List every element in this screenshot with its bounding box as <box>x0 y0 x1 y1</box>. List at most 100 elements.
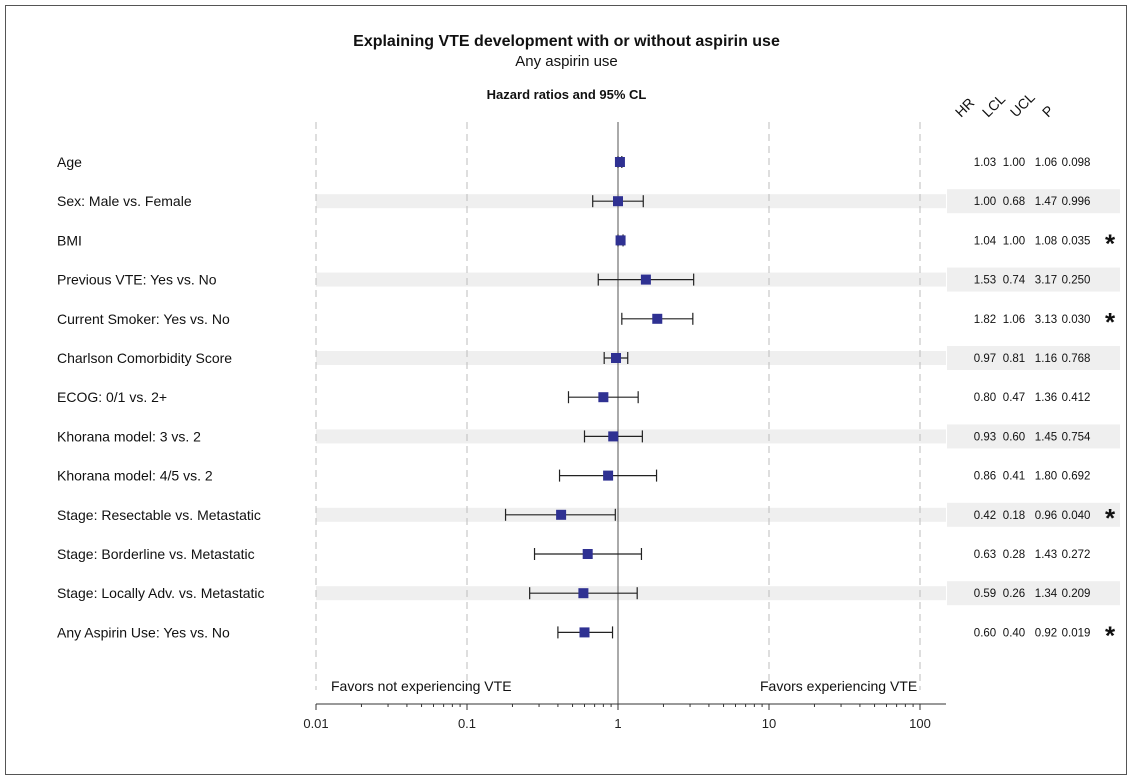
p-value: 0.098 <box>1062 157 1091 169</box>
hr-marker <box>608 431 619 442</box>
hr-value: 1.03 <box>974 157 996 169</box>
favors-right-label: Favors experiencing VTE <box>760 678 917 694</box>
lcl-value: 0.68 <box>1003 196 1025 208</box>
x-tick-label: 100 <box>909 716 931 731</box>
hr-value: 0.63 <box>974 549 996 561</box>
row-label: Sex: Male vs. Female <box>57 193 192 209</box>
plot-title: Hazard ratios and 95% CL <box>486 87 647 102</box>
lcl-value: 1.06 <box>1003 314 1025 326</box>
ucl-value: 3.17 <box>1035 275 1057 287</box>
favors-left-label: Favors not experiencing VTE <box>331 678 512 694</box>
hr-value: 1.04 <box>974 235 997 247</box>
chart-title: Explaining VTE development with or witho… <box>353 33 780 50</box>
hr-value: 1.53 <box>974 275 996 287</box>
chart-subtitle: Any aspirin use <box>515 53 618 70</box>
row-label: Any Aspirin Use: Yes vs. No <box>57 624 230 640</box>
hr-value: 0.93 <box>974 431 996 443</box>
p-value: 0.996 <box>1062 196 1091 208</box>
lcl-value: 0.81 <box>1003 353 1025 365</box>
lcl-value: 1.00 <box>1003 235 1025 247</box>
ucl-value: 1.45 <box>1035 431 1057 443</box>
lcl-value: 0.26 <box>1003 588 1025 600</box>
hr-marker <box>614 157 625 167</box>
hr-value: 0.60 <box>974 627 996 639</box>
stats-row-band <box>947 424 1120 449</box>
column-header: LCL <box>979 90 1009 120</box>
row-label: Age <box>57 154 82 170</box>
x-tick-label: 0.1 <box>458 716 476 731</box>
hr-marker <box>579 627 590 638</box>
hr-value: 0.86 <box>974 471 996 483</box>
hr-value: 0.80 <box>974 392 996 404</box>
p-value: 0.019 <box>1062 627 1091 639</box>
row-label: Stage: Borderline vs. Metastatic <box>57 546 255 562</box>
hr-value: 1.00 <box>974 196 996 208</box>
column-header: HR <box>952 94 978 120</box>
lcl-value: 0.18 <box>1003 510 1025 522</box>
row-label: Khorana model: 3 vs. 2 <box>57 428 201 444</box>
lcl-value: 1.00 <box>1003 157 1025 169</box>
hr-marker <box>652 313 663 324</box>
ucl-value: 1.06 <box>1035 157 1057 169</box>
p-value: 0.768 <box>1062 353 1091 365</box>
p-value: 0.040 <box>1062 510 1091 522</box>
lcl-value: 0.74 <box>1003 275 1026 287</box>
ucl-value: 1.47 <box>1035 196 1057 208</box>
row-label: Stage: Resectable vs. Metastatic <box>57 507 261 523</box>
ucl-value: 1.34 <box>1035 588 1058 600</box>
hr-marker <box>598 392 609 403</box>
p-value: 0.412 <box>1062 392 1091 404</box>
ucl-value: 3.13 <box>1035 314 1057 326</box>
p-value: 0.209 <box>1062 588 1091 600</box>
hr-marker <box>578 588 589 599</box>
stats-row-band <box>947 502 1120 527</box>
x-tick-label: 10 <box>762 716 776 731</box>
significance-star: * <box>1105 307 1116 337</box>
hr-marker <box>556 509 567 520</box>
row-label: Charlson Comorbidity Score <box>57 350 232 366</box>
p-value: 0.035 <box>1062 235 1091 247</box>
hr-value: 1.82 <box>974 314 996 326</box>
row-label: BMI <box>57 232 82 248</box>
hr-value: 0.42 <box>974 510 996 522</box>
significance-star: * <box>1105 228 1116 258</box>
row-label: Current Smoker: Yes vs. No <box>57 311 230 327</box>
p-value: 0.754 <box>1062 431 1091 443</box>
ucl-value: 0.96 <box>1035 510 1057 522</box>
row-band <box>316 351 946 365</box>
p-value: 0.692 <box>1062 471 1091 483</box>
row-band <box>316 507 946 522</box>
ucl-value: 1.43 <box>1035 549 1057 561</box>
row-label: Khorana model: 4/5 vs. 2 <box>57 468 213 484</box>
column-header: P <box>1039 102 1057 120</box>
lcl-value: 0.47 <box>1003 392 1025 404</box>
hr-marker <box>611 353 622 363</box>
stats-row-band <box>947 346 1120 370</box>
row-label: Previous VTE: Yes vs. No <box>57 272 217 288</box>
significance-star: * <box>1105 503 1116 533</box>
ucl-value: 1.16 <box>1035 353 1057 365</box>
significance-star: * <box>1105 620 1116 650</box>
hr-marker <box>582 549 593 559</box>
stats-row-band <box>947 267 1120 292</box>
x-tick-label: 0.01 <box>303 716 328 731</box>
hr-marker <box>613 196 623 207</box>
ucl-value: 1.80 <box>1035 471 1057 483</box>
row-label: ECOG: 0/1 vs. 2+ <box>57 389 167 405</box>
p-value: 0.030 <box>1062 314 1091 326</box>
p-value: 0.250 <box>1062 275 1091 287</box>
lcl-value: 0.40 <box>1003 627 1025 639</box>
x-tick-label: 1 <box>614 716 621 731</box>
hr-value: 0.97 <box>974 353 996 365</box>
hr-marker <box>615 235 626 246</box>
p-value: 0.272 <box>1062 549 1091 561</box>
column-header: UCL <box>1007 89 1038 120</box>
hr-marker <box>640 274 651 285</box>
ucl-value: 1.36 <box>1035 392 1057 404</box>
ucl-value: 0.92 <box>1035 627 1057 639</box>
row-label: Stage: Locally Adv. vs. Metastatic <box>57 585 265 601</box>
ucl-value: 1.08 <box>1035 235 1057 247</box>
hr-marker <box>603 470 614 481</box>
lcl-value: 0.60 <box>1003 431 1025 443</box>
